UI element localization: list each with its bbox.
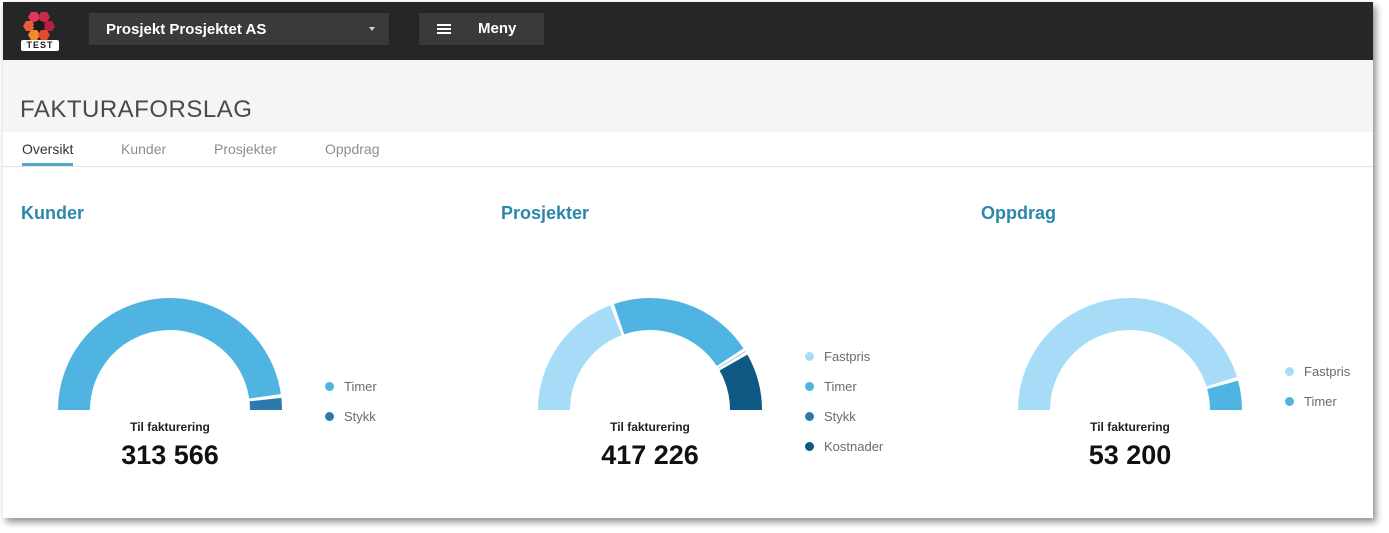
project-select-value: Prosjekt Prosjektet AS — [106, 20, 267, 38]
legend-dot-icon — [1285, 397, 1294, 407]
legend-item-timer[interactable]: Timer — [325, 379, 377, 394]
hamburger-icon — [437, 24, 451, 34]
legend-label: Timer — [824, 379, 857, 394]
section-title-prosjekter: Prosjekter — [501, 203, 590, 223]
menu-button[interactable]: Meny — [419, 13, 544, 45]
gauge-total-oppdrag: 53 200 — [1088, 440, 1172, 470]
gauge-segment-fastpris[interactable] — [1018, 298, 1237, 410]
legend-label: Stykk — [344, 409, 376, 424]
legend-dot-icon — [805, 412, 814, 422]
legend-label: Timer — [1304, 394, 1337, 409]
legend-item-fastpris[interactable]: Fastpris — [1285, 364, 1350, 379]
logo-mark-icon — [23, 12, 55, 40]
legend-label: Fastpris — [824, 349, 871, 364]
gauge-chart-oppdrag — [1018, 298, 1242, 410]
gauge-segment-fastpris[interactable] — [538, 305, 622, 410]
gauge-total-prosjekter: 417 226 — [601, 440, 699, 470]
gauge-segment-timer[interactable] — [613, 298, 744, 366]
environment-badge: TEST — [21, 40, 59, 51]
project-select[interactable]: Prosjekt Prosjektet AS — [89, 13, 389, 45]
legend-label: Fastpris — [1304, 364, 1351, 379]
legend-dot-icon — [805, 382, 814, 392]
tab-oppdrag[interactable]: Oppdrag — [325, 141, 380, 157]
gauge-segment-timer[interactable] — [58, 298, 281, 410]
legend-dot-icon — [325, 382, 334, 392]
legend-item-stykk[interactable]: Stykk — [325, 409, 376, 424]
gauge-caption-oppdrag: Til fakturering — [1090, 420, 1170, 434]
gauge-chart-kunder — [58, 298, 282, 410]
tab-bar: Oversikt Kunder Prosjekter Oppdrag — [3, 132, 1373, 167]
gauge-segment-stykk[interactable] — [718, 351, 746, 369]
gauge-total-kunder: 313 566 — [121, 440, 219, 470]
legend-dot-icon — [805, 442, 814, 452]
app-window: TEST Prosjekt Prosjektet AS Meny FAKTURA… — [3, 2, 1373, 518]
gauge-segment-kostnader[interactable] — [719, 354, 762, 410]
legend-dot-icon — [1285, 367, 1294, 377]
legend-label: Kostnader — [824, 439, 884, 454]
gauge-chart-prosjekter — [538, 298, 762, 410]
top-bar: TEST Prosjekt Prosjektet AS Meny — [3, 2, 1373, 60]
legend-item-timer[interactable]: Timer — [805, 379, 857, 394]
legend-item-fastpris[interactable]: Fastpris — [805, 349, 870, 364]
company-logo[interactable]: TEST — [19, 10, 63, 54]
tab-prosjekter[interactable]: Prosjekter — [214, 141, 278, 157]
legend-label: Stykk — [824, 409, 856, 424]
legend-label: Timer — [344, 379, 377, 394]
tab-kunder[interactable]: Kunder — [121, 141, 167, 157]
gauge-segment-stykk[interactable] — [249, 397, 282, 410]
gauge-segment-timer[interactable] — [1207, 380, 1242, 410]
legend-dot-icon — [325, 412, 334, 422]
page-header: FAKTURAFORSLAG — [3, 60, 1373, 132]
menu-button-label: Meny — [478, 20, 517, 37]
legend-item-stykk[interactable]: Stykk — [805, 409, 856, 424]
chevron-down-icon — [369, 27, 375, 31]
legend-item-timer[interactable]: Timer — [1285, 394, 1337, 409]
section-title-oppdrag: Oppdrag — [981, 203, 1056, 223]
page-title: FAKTURAFORSLAG — [20, 96, 253, 123]
gauge-caption-prosjekter: Til fakturering — [610, 420, 690, 434]
legend-item-kostnader[interactable]: Kostnader — [805, 439, 883, 454]
tab-oversikt[interactable]: Oversikt — [22, 141, 74, 166]
gauge-caption-kunder: Til fakturering — [130, 420, 210, 434]
section-title-kunder: Kunder — [21, 203, 84, 223]
legend-dot-icon — [805, 352, 814, 362]
